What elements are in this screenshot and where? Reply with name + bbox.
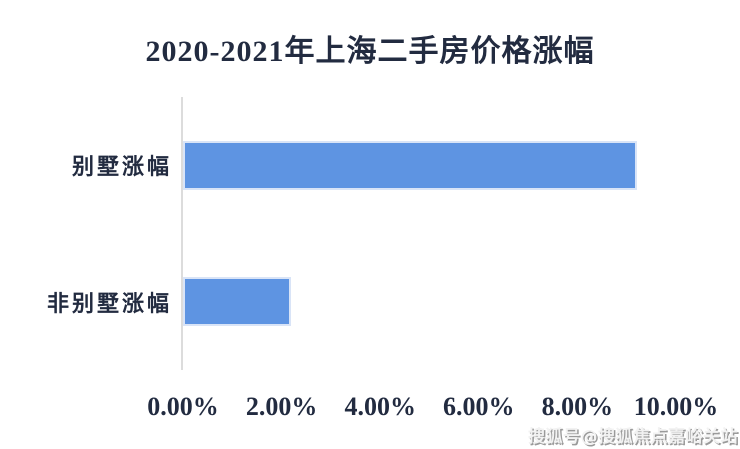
x-tick-label: 0.00% <box>147 392 219 421</box>
category-labels: 别墅涨幅非别墅涨幅 <box>0 97 172 370</box>
x-tick-label: 4.00% <box>344 392 416 421</box>
x-tick-label: 10.00% <box>633 392 719 421</box>
x-tick-label: 2.00% <box>245 392 318 421</box>
x-tick-label: 6.00% <box>443 392 515 421</box>
bar-row <box>183 97 676 234</box>
category-label: 非别墅涨幅 <box>46 290 172 316</box>
bar-row <box>183 234 676 371</box>
x-tick-label: 8.00% <box>541 392 614 421</box>
y-axis-line <box>181 97 183 370</box>
category-row: 别墅涨幅 <box>0 97 172 234</box>
watermark: 搜狐号@搜狐焦点嘉峪关站 <box>528 427 738 447</box>
chart-title: 2020-2021年上海二手房价格涨幅 <box>145 35 595 68</box>
plot-area <box>183 97 676 370</box>
category-row: 非别墅涨幅 <box>0 234 172 371</box>
bar <box>183 277 292 327</box>
x-axis-ticks: 0.00% 2.00% 4.00% 6.00% 8.00% 10.00% <box>147 392 718 424</box>
bar <box>183 140 637 190</box>
category-label: 别墅涨幅 <box>71 154 172 180</box>
